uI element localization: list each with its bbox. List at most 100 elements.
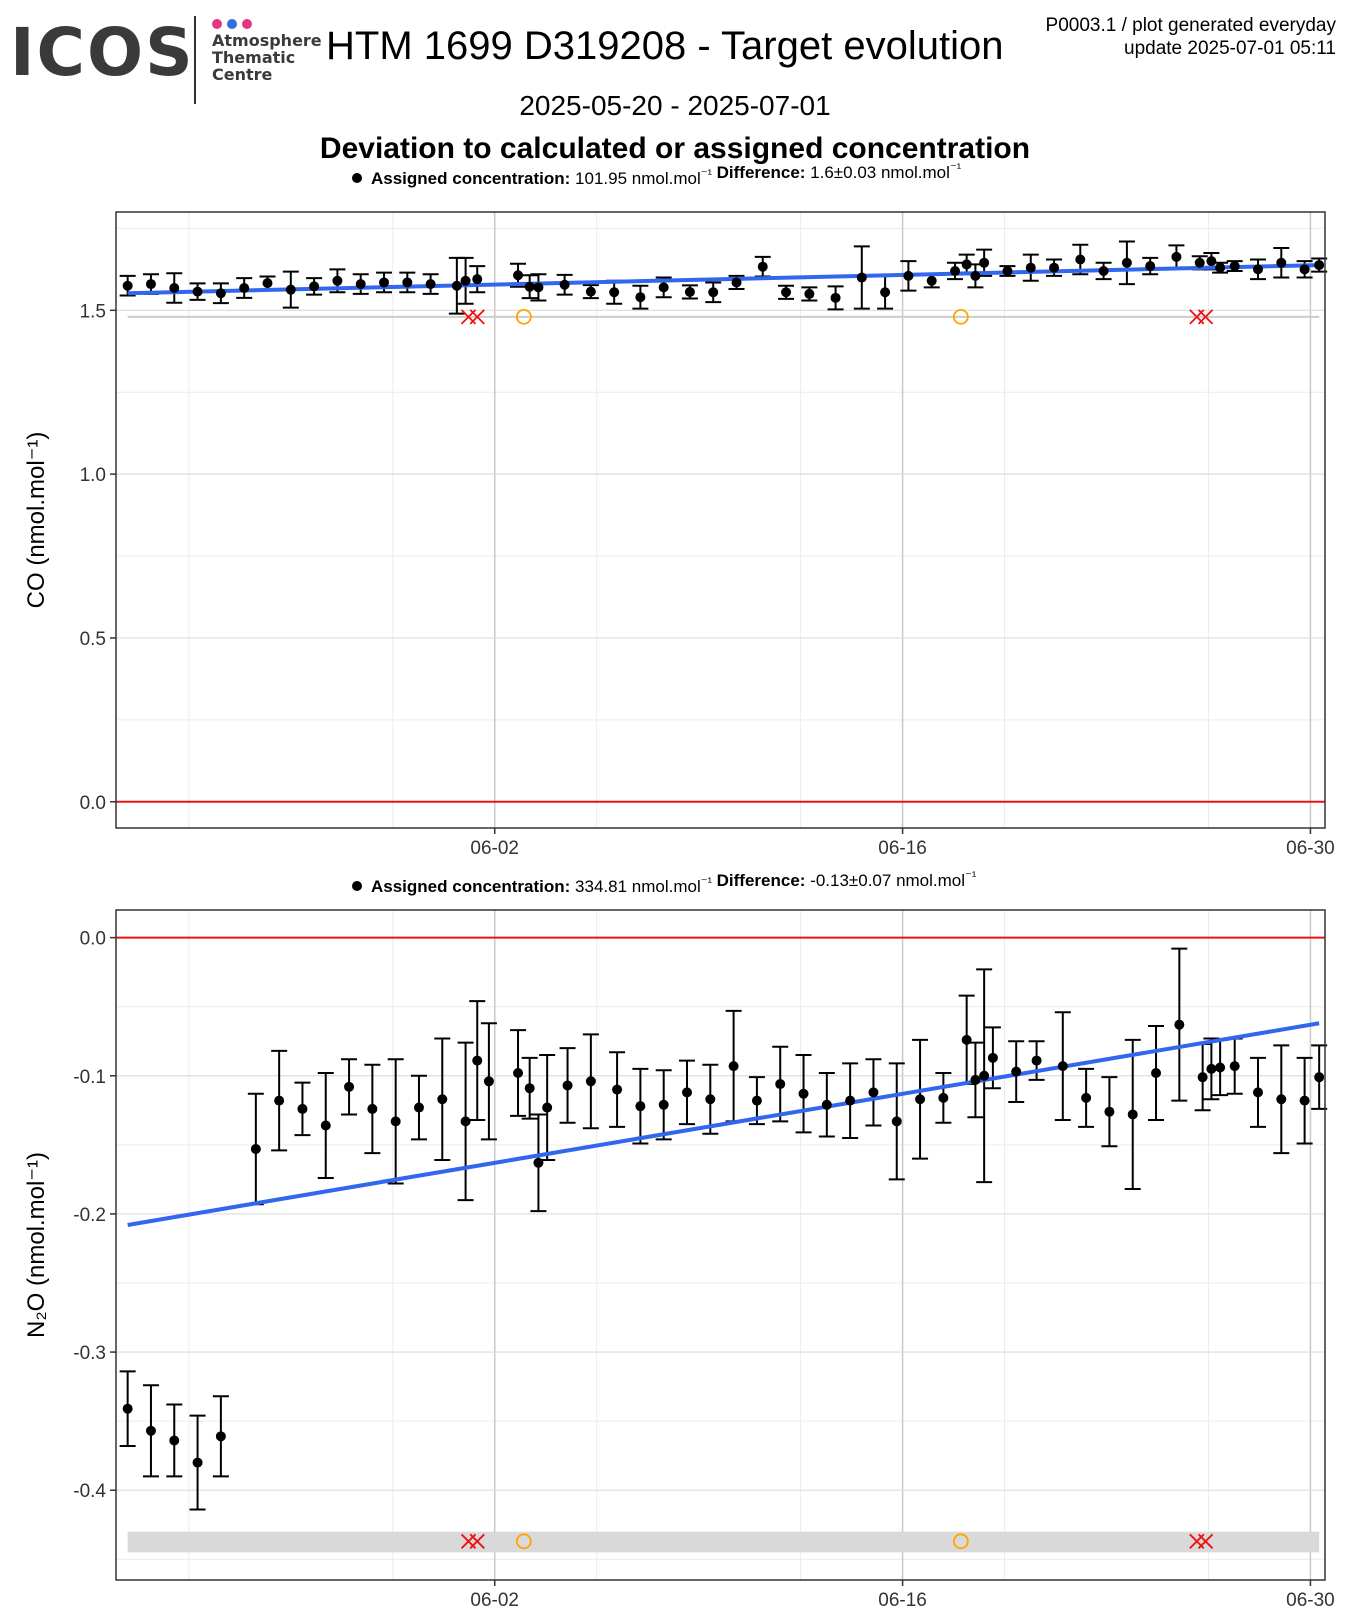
data-point — [658, 282, 669, 293]
flag-circle-marker — [515, 308, 532, 325]
data-point — [938, 1092, 949, 1103]
icos-logo: ICOS — [10, 14, 195, 91]
data-point — [524, 281, 535, 292]
chart-subtitle: Deviation to calculated or assigned conc… — [319, 132, 1031, 165]
plot-border — [115, 211, 1326, 829]
data-point — [192, 286, 203, 297]
data-point — [1215, 262, 1226, 273]
legend-point-marker — [352, 881, 362, 891]
data-point — [1057, 1061, 1068, 1072]
data-point — [250, 1143, 261, 1154]
trend-line — [127, 1021, 1320, 1227]
flag-cross-marker — [469, 1533, 485, 1549]
data-point — [413, 1102, 424, 1113]
y-tick-label: 1.0 — [80, 465, 106, 486]
data-point — [169, 283, 180, 294]
data-point — [192, 1457, 203, 1468]
data-point — [1049, 262, 1060, 273]
data-point — [355, 279, 366, 290]
data-point — [513, 270, 524, 281]
data-point — [524, 1083, 535, 1094]
data-point — [402, 277, 413, 288]
data-point — [1098, 265, 1109, 276]
data-point — [880, 287, 891, 298]
legend-difference-value: 1.6±0.03 nmol.mol — [805, 163, 949, 182]
flag-circle-marker — [515, 1533, 532, 1550]
x-tick-label: 06-30 — [1286, 838, 1335, 859]
data-point — [297, 1103, 308, 1114]
legend-difference-value: -0.13±0.07 nmol.mol — [805, 871, 965, 890]
data-point — [891, 1116, 902, 1127]
data-point — [390, 1116, 401, 1127]
y-tick-label: -0.2 — [73, 1205, 106, 1226]
logo-dots — [212, 16, 257, 34]
data-point — [285, 284, 296, 295]
data-point — [926, 275, 937, 286]
data-point — [122, 280, 133, 291]
flag-circle-marker — [952, 1533, 969, 1550]
y-tick-label: 1.5 — [80, 301, 106, 322]
data-point — [830, 292, 841, 303]
data-point — [1314, 260, 1325, 271]
data-point — [1151, 1068, 1162, 1079]
chart-panel-1: Assigned concentration: 101.95 nmol.mol⁻… — [23, 160, 1335, 859]
data-point — [332, 275, 343, 286]
data-point — [1252, 1087, 1263, 1098]
flag-cross-marker — [1197, 1533, 1214, 1549]
data-point — [169, 1435, 180, 1446]
data-point — [609, 287, 620, 298]
data-point — [1174, 1019, 1185, 1030]
y-tick-label: 0.0 — [80, 929, 106, 950]
data-point — [1075, 254, 1086, 265]
data-point — [868, 1087, 879, 1098]
data-point — [781, 287, 792, 298]
update-timestamp: update 2025-07-01 05:11 — [1124, 38, 1336, 59]
logo-subtitle-line: Centre — [212, 65, 273, 84]
logo-divider — [194, 16, 196, 104]
generation-info: P0003.1 / plot generated everyday update… — [1046, 14, 1336, 60]
data-point — [1002, 265, 1013, 276]
data-point — [1252, 264, 1263, 275]
legend-difference-label: Difference: — [712, 163, 806, 182]
data-point — [658, 1099, 669, 1110]
data-point — [145, 1425, 156, 1436]
legend-assigned-value: 101.95 nmol.mol — [570, 169, 700, 188]
flag-cross-marker — [469, 309, 485, 325]
data-point — [472, 1055, 483, 1066]
data-point — [856, 272, 867, 283]
data-point — [559, 279, 570, 290]
x-tick-label: 06-02 — [470, 1590, 519, 1611]
data-point — [1314, 1072, 1325, 1083]
data-point — [451, 280, 462, 291]
data-point — [1025, 262, 1036, 273]
legend-point-marker — [352, 173, 362, 183]
legend-assigned-label: Assigned concentration: — [371, 877, 570, 896]
data-point — [460, 275, 471, 286]
data-point — [1171, 251, 1182, 262]
trend-line — [127, 263, 1320, 296]
logo-subtitle-line: Thematic — [212, 48, 296, 67]
data-point — [320, 1120, 331, 1131]
data-point — [970, 1074, 981, 1085]
data-point — [472, 274, 483, 285]
legend-assigned-label: Assigned concentration: — [371, 169, 570, 188]
data-point — [1299, 264, 1310, 275]
x-tick-label: 06-02 — [470, 838, 519, 859]
chart-legend: Assigned concentration: 334.81 nmol.mol⁻… — [371, 868, 977, 896]
data-point — [344, 1081, 355, 1092]
data-point — [562, 1080, 573, 1091]
y-tick-label: 0.0 — [80, 793, 106, 814]
logo-dot-2 — [227, 19, 237, 29]
logo-subtitle: Atmosphere Thematic Centre — [212, 32, 322, 83]
data-point — [915, 1094, 926, 1105]
x-tick-label: 06-16 — [878, 838, 927, 859]
data-point — [145, 279, 156, 290]
data-point — [215, 1431, 226, 1442]
data-point — [533, 1157, 544, 1168]
data-point — [757, 261, 768, 272]
logo-dot-3 — [242, 19, 252, 29]
chart-legend: Assigned concentration: 101.95 nmol.mol⁻… — [371, 160, 962, 188]
logo-dot-1 — [212, 19, 222, 29]
data-point — [367, 1103, 378, 1114]
